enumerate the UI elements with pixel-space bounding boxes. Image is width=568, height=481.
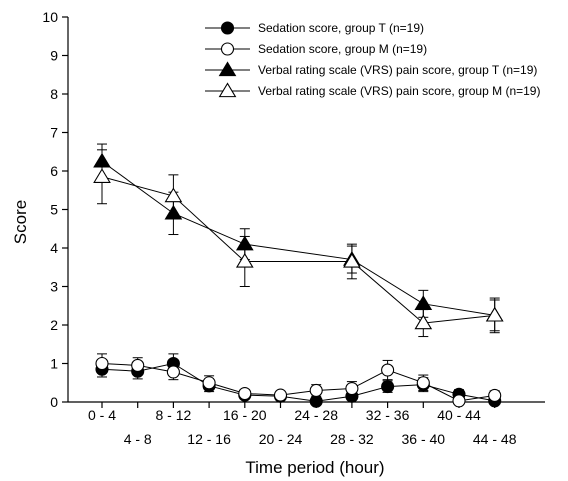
axes: 0 1 2 3 4 5 6 7 8 9 10 0 - 4 4 - 88 - 12 12 - 16 16 - … [42, 9, 545, 447]
data-point [309, 383, 323, 398]
y-tick-label: 3 [50, 279, 58, 295]
data-point [488, 388, 502, 403]
data-point [309, 394, 323, 408]
y-tick-label: 0 [50, 394, 58, 410]
series-3 [93, 143, 504, 332]
legend-entry-4: Verbal rating scale (VRS) pain score, gr… [205, 82, 540, 98]
data-point [452, 394, 466, 408]
x-tick-label: 24 - 28 [294, 407, 338, 423]
y-tick-label: 10 [42, 9, 58, 25]
data-point [166, 365, 180, 379]
data-point [164, 187, 183, 203]
series-line [101, 160, 495, 316]
x-tick-label: 12 - 16 [187, 431, 231, 447]
series-line [101, 362, 495, 402]
data-point [220, 42, 235, 56]
y-tick-label: 8 [50, 86, 58, 102]
data-point [202, 376, 216, 390]
plot-area [93, 143, 504, 408]
y-axis-label: Score [11, 200, 30, 244]
data-point [218, 82, 237, 98]
data-point [131, 358, 145, 372]
data-point [485, 306, 504, 322]
y-tick-label: 6 [50, 163, 58, 179]
data-point [414, 295, 433, 311]
x-tick-label: 8 - 12 [155, 407, 191, 423]
y-tick-label: 2 [50, 317, 58, 333]
data-point [343, 252, 361, 268]
data-point [381, 363, 395, 377]
data-point [416, 376, 430, 390]
x-tick-label: 44 - 48 [473, 431, 517, 447]
y-tick-label: 9 [50, 48, 58, 64]
data-point [273, 388, 288, 402]
series-line [101, 363, 495, 402]
y-tick-label: 4 [50, 240, 58, 256]
x-axis-label: Time period (hour) [245, 458, 384, 477]
legend-label: Sedation score, group M (n=19) [258, 42, 427, 56]
y-tick-label: 5 [50, 202, 58, 218]
series-2 [95, 353, 502, 408]
data-point [238, 386, 252, 401]
legend: Sedation score, group T (n=19) Sedation s… [205, 21, 540, 98]
data-point [235, 252, 254, 268]
x-tick-label: 36 - 40 [402, 431, 446, 447]
legend-label: Sedation score, group T (n=19) [258, 21, 424, 35]
data-point [381, 380, 395, 394]
series-1 [95, 353, 502, 408]
x-tick-label: 40 - 44 [437, 407, 481, 423]
data-point [220, 21, 235, 35]
x-tick-label: 28 - 32 [330, 431, 374, 447]
legend-entry-1: Sedation score, group T (n=19) [205, 21, 424, 35]
series-line [101, 176, 495, 324]
x-tick-label: 16 - 20 [223, 407, 267, 423]
legend-entry-2: Sedation score, group M (n=19) [205, 42, 427, 56]
data-point [414, 314, 433, 330]
data-point [345, 381, 359, 396]
x-tick-label: 4 - 8 [124, 431, 152, 447]
series-4 [93, 149, 504, 338]
legend-label: Verbal rating scale (VRS) pain score, gr… [258, 84, 540, 98]
data-point [95, 356, 109, 371]
x-tick-label: 20 - 24 [259, 431, 303, 447]
y-tick-label: 7 [50, 125, 58, 141]
legend-entry-3: Verbal rating scale (VRS) pain score, gr… [205, 61, 537, 77]
data-point [218, 61, 237, 77]
legend-label: Verbal rating scale (VRS) pain score, gr… [258, 63, 537, 77]
y-tick-label: 1 [50, 356, 58, 372]
x-tick-label: 32 - 36 [366, 407, 410, 423]
x-tick-label: 0 - 4 [88, 407, 116, 423]
data-point [93, 168, 111, 183]
